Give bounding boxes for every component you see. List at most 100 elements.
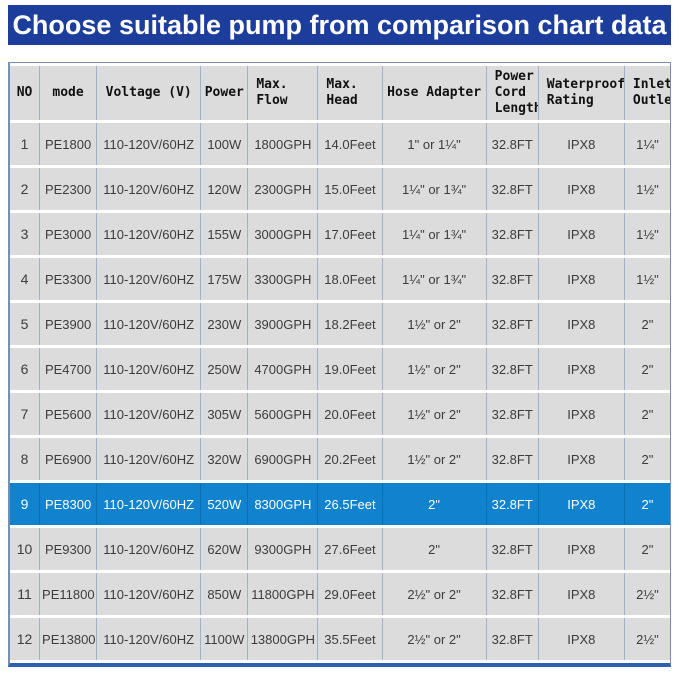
cell-voltage: 110-120V/60HZ	[97, 168, 202, 210]
table-body: 1 PE1800 110-120V/60HZ 100W 1800GPH 14.0Feet 1…	[10, 123, 670, 660]
cell-hose-adapter: 1" or 1¼"	[382, 123, 487, 165]
cell-max-head: 29.0Feet	[318, 573, 383, 615]
cell-no: 4	[10, 258, 41, 300]
cell-power-cord-length: 32.8FT	[486, 483, 539, 525]
table-row-pe3000: 3 PE3000 110-120V/60HZ 155W 3000GPH 17.0Feet 1…	[10, 213, 670, 255]
cell-inlet-outlet: 2"	[624, 393, 670, 435]
cell-no: 10	[10, 528, 41, 570]
table-row-pe5600: 7 PE5600 110-120V/60HZ 305W 5600GPH 20.0Feet 1…	[10, 393, 670, 435]
header-row: NO mode Voltage (V) Power Max. Flow Max. Head…	[10, 66, 670, 120]
cell-max-flow: 3300GPH	[248, 258, 319, 300]
cell-max-flow: 5600GPH	[248, 393, 319, 435]
cell-max-flow: 8300GPH	[248, 483, 319, 525]
cell-mode: PE3900	[40, 303, 98, 345]
cell-power: 305W	[201, 393, 249, 435]
cell-max-flow: 11800GPH	[248, 573, 319, 615]
pump-comparison-table-frame: NO mode Voltage (V) Power Max. Flow Max. Head…	[8, 62, 671, 667]
cell-voltage: 110-120V/60HZ	[97, 213, 202, 255]
cell-inlet-outlet: 2"	[624, 528, 670, 570]
cell-inlet-outlet: 2"	[624, 303, 670, 345]
cell-max-head: 20.0Feet	[318, 393, 383, 435]
cell-mode: PE5600	[40, 393, 98, 435]
cell-mode: PE3300	[40, 258, 98, 300]
cell-hose-adapter: 1½" or 2"	[382, 393, 487, 435]
cell-no: 12	[10, 618, 41, 660]
cell-waterproof-rating: IPX8	[538, 123, 625, 165]
cell-max-flow: 9300GPH	[248, 528, 319, 570]
cell-waterproof-rating: IPX8	[538, 348, 625, 390]
cell-hose-adapter: 1½" or 2"	[382, 348, 487, 390]
cell-max-head: 17.0Feet	[318, 213, 383, 255]
cell-voltage: 110-120V/60HZ	[97, 528, 202, 570]
cell-power-cord-length: 32.8FT	[486, 438, 539, 480]
cell-voltage: 110-120V/60HZ	[97, 303, 202, 345]
cell-inlet-outlet: 1¼"	[624, 123, 670, 165]
cell-power: 620W	[201, 528, 249, 570]
cell-mode: PE2300	[40, 168, 98, 210]
cell-mode: PE11800	[40, 573, 98, 615]
cell-max-flow: 1800GPH	[248, 123, 319, 165]
cell-hose-adapter: 1¼" or 1¾"	[382, 213, 487, 255]
column-header-hose-adapter: Hose Adapter	[382, 66, 487, 120]
cell-waterproof-rating: IPX8	[538, 393, 625, 435]
cell-no: 2	[10, 168, 41, 210]
cell-hose-adapter: 1¼" or 1¾"	[382, 168, 487, 210]
column-header-waterproof-rating: Waterproof Rating	[538, 66, 625, 120]
cell-waterproof-rating: IPX8	[538, 438, 625, 480]
cell-voltage: 110-120V/60HZ	[97, 123, 202, 165]
cell-max-head: 18.2Feet	[318, 303, 383, 345]
cell-power-cord-length: 32.8FT	[486, 618, 539, 660]
pump-comparison-table: NO mode Voltage (V) Power Max. Flow Max. Head…	[10, 63, 670, 663]
cell-power-cord-length: 32.8FT	[486, 393, 539, 435]
cell-inlet-outlet: 2"	[624, 438, 670, 480]
page-title: Choose suitable pump from comparison cha…	[12, 9, 667, 40]
cell-hose-adapter: 1½" or 2"	[382, 438, 487, 480]
cell-power: 175W	[201, 258, 249, 300]
table-row-pe9300: 10 PE9300 110-120V/60HZ 620W 9300GPH 27.6Feet…	[10, 528, 670, 570]
column-header-power-cord-length: Power Cord Length	[486, 66, 539, 120]
table-row-pe4700: 6 PE4700 110-120V/60HZ 250W 4700GPH 19.0Feet 1…	[10, 348, 670, 390]
cell-waterproof-rating: IPX8	[538, 573, 625, 615]
cell-no: 5	[10, 303, 41, 345]
column-header-no: NO	[10, 66, 41, 120]
table-row-pe6900: 8 PE6900 110-120V/60HZ 320W 6900GPH 20.2Feet 1…	[10, 438, 670, 480]
cell-voltage: 110-120V/60HZ	[97, 438, 202, 480]
cell-power: 120W	[201, 168, 249, 210]
cell-max-head: 18.0Feet	[318, 258, 383, 300]
cell-voltage: 110-120V/60HZ	[97, 258, 202, 300]
cell-hose-adapter: 2"	[382, 528, 487, 570]
cell-power: 1100W	[201, 618, 249, 660]
cell-mode: PE13800	[40, 618, 98, 660]
cell-max-flow: 2300GPH	[248, 168, 319, 210]
cell-waterproof-rating: IPX8	[538, 618, 625, 660]
cell-no: 9	[10, 483, 41, 525]
cell-no: 3	[10, 213, 41, 255]
table-row-pe8300: 9 PE8300 110-120V/60HZ 520W 8300GPH 26.5Feet 2…	[10, 483, 670, 525]
cell-inlet-outlet: 2"	[624, 483, 670, 525]
cell-waterproof-rating: IPX8	[538, 213, 625, 255]
cell-hose-adapter: 2"	[382, 483, 487, 525]
table-row-pe11800: 11 PE11800 110-120V/60HZ 850W 11800GPH 29.0Fe…	[10, 573, 670, 615]
cell-mode: PE1800	[40, 123, 98, 165]
cell-mode: PE6900	[40, 438, 98, 480]
cell-voltage: 110-120V/60HZ	[97, 618, 202, 660]
page-title-banner: Choose suitable pump from comparison cha…	[8, 5, 671, 45]
cell-inlet-outlet: 2"	[624, 348, 670, 390]
cell-max-head: 26.5Feet	[318, 483, 383, 525]
cell-voltage: 110-120V/60HZ	[97, 393, 202, 435]
cell-max-flow: 4700GPH	[248, 348, 319, 390]
cell-no: 8	[10, 438, 41, 480]
table-row-pe1800: 1 PE1800 110-120V/60HZ 100W 1800GPH 14.0Feet 1…	[10, 123, 670, 165]
cell-hose-adapter: 2½" or 2"	[382, 618, 487, 660]
cell-power: 100W	[201, 123, 249, 165]
cell-power: 230W	[201, 303, 249, 345]
cell-hose-adapter: 1¼" or 1¾"	[382, 258, 487, 300]
cell-power-cord-length: 32.8FT	[486, 258, 539, 300]
cell-inlet-outlet: 1½"	[624, 168, 670, 210]
cell-waterproof-rating: IPX8	[538, 483, 625, 525]
cell-power: 155W	[201, 213, 249, 255]
cell-hose-adapter: 1½" or 2"	[382, 303, 487, 345]
cell-power: 850W	[201, 573, 249, 615]
cell-power-cord-length: 32.8FT	[486, 303, 539, 345]
cell-max-head: 20.2Feet	[318, 438, 383, 480]
